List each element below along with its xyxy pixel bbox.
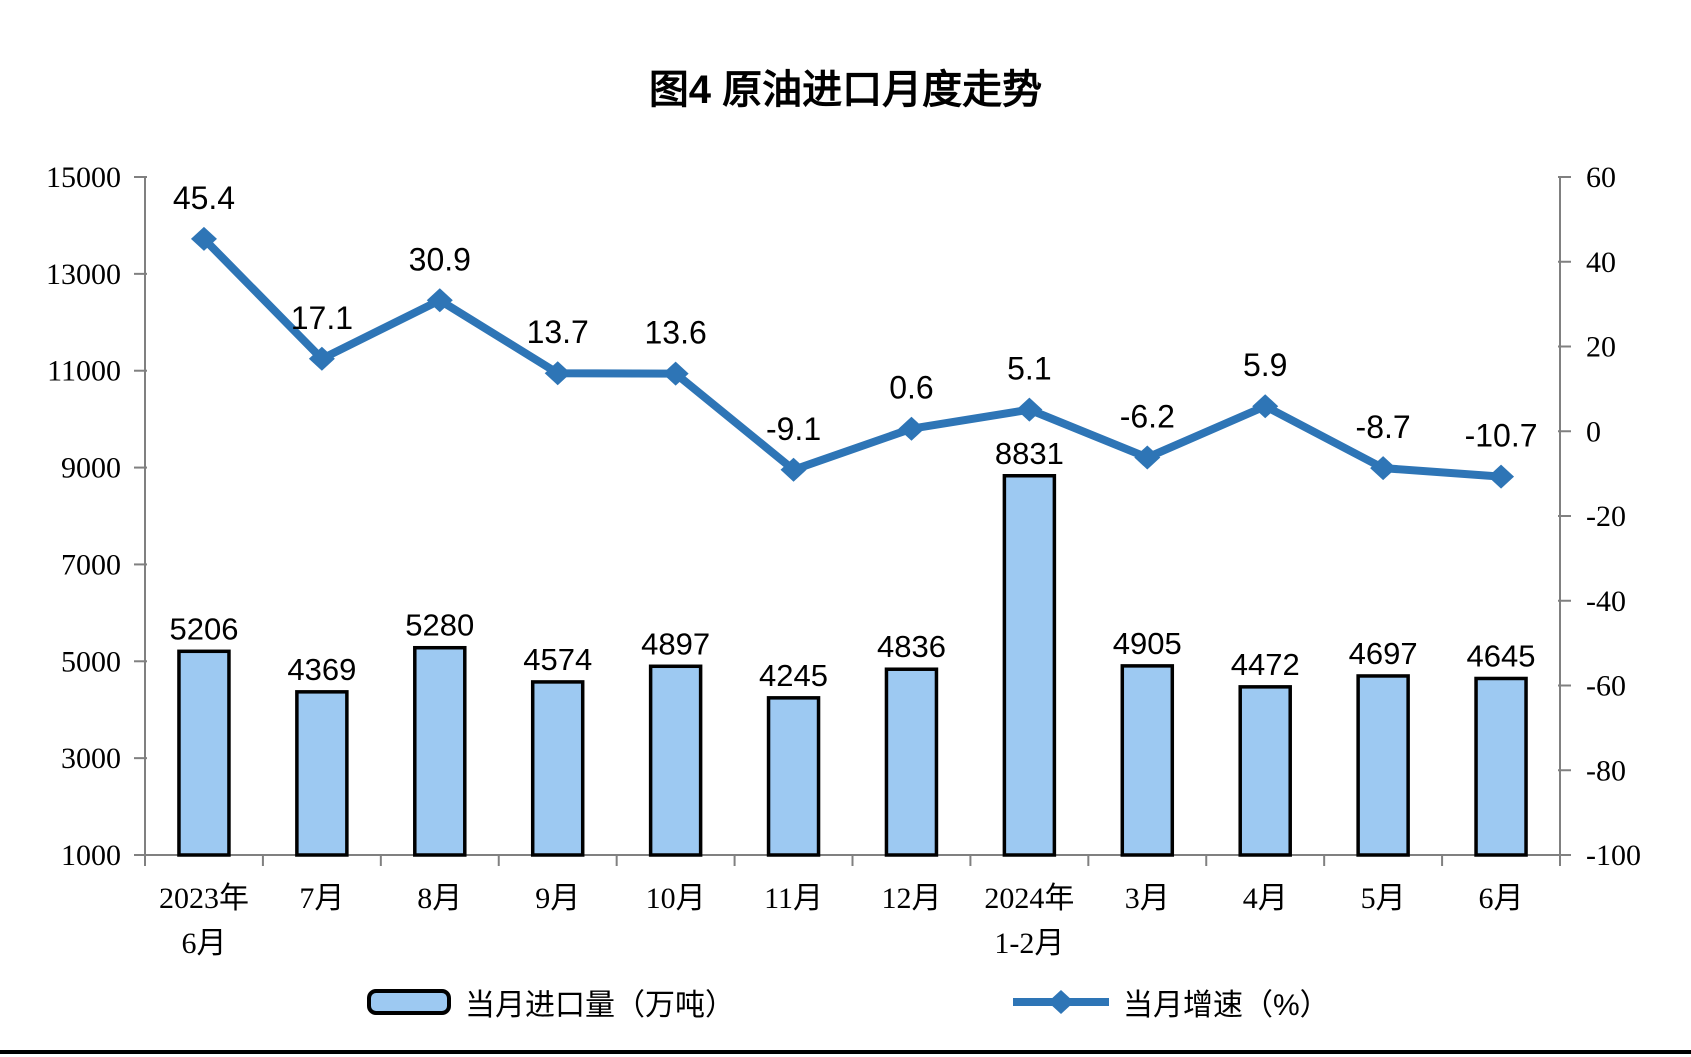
bar-2 (413, 645, 467, 857)
bar-value-label-0: 5206 (169, 611, 238, 646)
x-axis-category-label: 6月 (181, 927, 226, 960)
line-value-label-8: -6.2 (1120, 399, 1175, 435)
line-value-label-11: -10.7 (1465, 418, 1538, 454)
chart-title: 图4 原油进口月度走势 (648, 68, 1043, 112)
legend-diamond-icon (1048, 990, 1074, 1014)
line-marker-0 (190, 226, 217, 251)
x-axis-category-label: 4月 (1243, 882, 1288, 915)
bar-7 (1002, 474, 1057, 857)
bottom-divider (0, 1050, 1691, 1054)
right-axis-tick-label: -100 (1586, 839, 1641, 872)
bar-value-label-11: 4645 (1467, 638, 1536, 673)
bar-series-swatch-icon (367, 989, 451, 1015)
line-marker-2 (426, 288, 453, 313)
bar-value-label-8: 4905 (1113, 626, 1182, 661)
right-axis-tick-label: 20 (1586, 331, 1616, 364)
x-axis-category-label: 9月 (535, 882, 580, 915)
line-marker-9 (1252, 394, 1279, 419)
bar-value-label-5: 4245 (759, 658, 828, 693)
line-value-label-4: 13.6 (644, 315, 706, 351)
bar-value-label-1: 4369 (287, 652, 356, 687)
right-axis-tick-label: 60 (1586, 161, 1616, 194)
bar-value-label-10: 4697 (1349, 636, 1418, 671)
line-value-label-5: -9.1 (766, 411, 821, 447)
line-marker-1 (308, 346, 335, 371)
x-axis-category-label: 2023年 (159, 882, 249, 915)
bar-value-label-9: 4472 (1231, 647, 1300, 682)
x-axis-category-label: 1-2月 (994, 927, 1064, 960)
left-axis-tick-label: 5000 (61, 645, 121, 678)
line-value-label-1: 17.1 (291, 300, 353, 336)
x-axis-category-label: 11月 (764, 882, 823, 915)
line-value-label-2: 30.9 (409, 241, 471, 277)
left-axis-tick-label: 13000 (46, 258, 121, 291)
right-axis-tick-label: -80 (1586, 754, 1626, 787)
bar-4 (648, 664, 703, 857)
left-axis-tick-label: 7000 (61, 548, 121, 581)
legend-item-growth: 当月增速（%） (1013, 982, 1330, 1022)
bar-10 (1356, 674, 1410, 857)
x-axis-category-label: 8月 (417, 882, 462, 915)
x-axis-category-label: 6月 (1479, 882, 1524, 915)
line-value-label-3: 13.7 (527, 314, 589, 350)
x-axis-category-label: 10月 (646, 882, 706, 915)
right-axis-tick-label: -40 (1586, 585, 1626, 618)
line-marker-6 (898, 416, 925, 441)
line-marker-7 (1016, 397, 1043, 422)
bar-6 (884, 667, 939, 857)
legend-item-imports: 当月进口量（万吨） (367, 982, 735, 1022)
right-axis-tick-label: 40 (1586, 246, 1616, 279)
x-axis-category-label: 5月 (1361, 882, 1406, 915)
x-axis-category-label: 2024年 (984, 882, 1074, 915)
bar-11 (1474, 676, 1528, 857)
bar-value-label-6: 4836 (877, 629, 946, 664)
left-axis-tick-label: 15000 (46, 161, 121, 194)
legend-label-imports: 当月进口量（万吨） (465, 989, 735, 1022)
line-value-label-9: 5.9 (1243, 347, 1287, 383)
legend: 当月进口量（万吨） 当月增速（%） (0, 982, 1691, 1022)
bar-3 (530, 680, 585, 857)
line-value-label-0: 45.4 (173, 180, 235, 216)
right-axis-tick-label: -20 (1586, 500, 1626, 533)
left-axis-tick-label: 3000 (61, 742, 121, 775)
left-axis-tick-label: 9000 (61, 452, 121, 485)
line-marker-5 (780, 457, 807, 482)
x-axis-category-label: 7月 (299, 882, 344, 915)
bar-0 (177, 649, 231, 857)
line-marker-10 (1370, 456, 1397, 481)
bar-1 (295, 690, 349, 857)
x-axis-category-label: 3月 (1125, 882, 1170, 915)
bar-5 (766, 696, 821, 857)
bar-value-label-2: 5280 (405, 608, 474, 643)
right-axis-tick-label: -60 (1586, 670, 1626, 703)
bar-9 (1238, 685, 1292, 857)
x-axis-category-label: 12月 (881, 882, 941, 915)
line-marker-3 (544, 361, 571, 386)
line-marker-11 (1488, 464, 1515, 489)
line-marker-8 (1134, 445, 1161, 470)
line-value-label-6: 0.6 (889, 370, 933, 406)
bar-value-label-4: 4897 (641, 626, 710, 661)
bar-value-label-7: 8831 (995, 436, 1064, 471)
left-axis-tick-label: 1000 (61, 839, 121, 872)
line-marker-4 (662, 361, 689, 386)
line-value-label-7: 5.1 (1007, 351, 1051, 387)
growth-line (199, 234, 1506, 481)
legend-label-growth: 当月增速（%） (1123, 989, 1330, 1022)
bar-8 (1120, 664, 1175, 857)
right-axis-tick-label: 0 (1586, 415, 1601, 448)
bar-value-label-3: 4574 (523, 642, 592, 677)
left-axis-tick-label: 11000 (47, 355, 121, 388)
line-series-swatch-icon (1013, 990, 1109, 1014)
line-value-label-10: -8.7 (1356, 409, 1411, 445)
